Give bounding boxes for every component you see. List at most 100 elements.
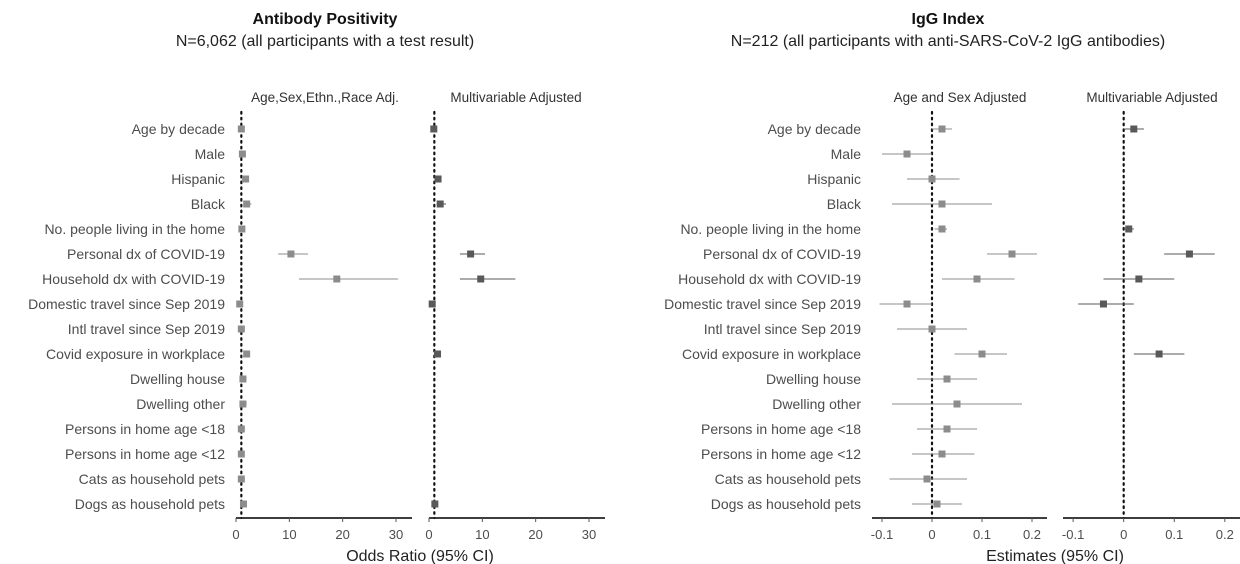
right-panel2-point-estimate bbox=[1125, 225, 1133, 233]
left-panel1-point-estimate bbox=[237, 475, 245, 483]
right-row-label: No. people living in the home bbox=[680, 221, 861, 237]
left-panel2-x-tick-label: 10 bbox=[475, 527, 489, 542]
right-panel2-point-estimate bbox=[1155, 350, 1163, 358]
left-panel2-x-tick-label: 20 bbox=[528, 527, 542, 542]
left-panel2-point-estimate bbox=[436, 200, 444, 208]
left-panel2-point-estimate bbox=[430, 125, 438, 133]
left-panel2-point-estimate bbox=[477, 275, 485, 283]
left-panel1-point-estimate bbox=[287, 250, 295, 258]
right-row-label: Dogs as household pets bbox=[711, 496, 861, 512]
right-panel1-x-tick-label: 0.1 bbox=[973, 527, 991, 542]
left-row-label: Household dx with COVID-19 bbox=[42, 271, 225, 287]
left-panel1-point-estimate bbox=[239, 375, 247, 383]
right-panel1-x-tick-label: -0.1 bbox=[871, 527, 893, 542]
left-row-label: Cats as household pets bbox=[79, 471, 225, 487]
right-row-label: Intl travel since Sep 2019 bbox=[704, 321, 861, 337]
left-panel1-label: Age,Sex,Ethn.,Race Adj. bbox=[251, 90, 399, 105]
right-panel1-point-estimate bbox=[903, 150, 911, 158]
left-row-label: Intl travel since Sep 2019 bbox=[68, 321, 225, 337]
right-row-label: Personal dx of COVID-19 bbox=[703, 246, 861, 262]
left-row-label: Persons in home age <12 bbox=[65, 446, 225, 462]
left-panel1-point-estimate bbox=[239, 400, 247, 408]
right-panel2-label: Multivariable Adjusted bbox=[1086, 90, 1217, 105]
right-panel1-point-estimate bbox=[928, 175, 936, 183]
left-panel2-point-estimate bbox=[434, 175, 442, 183]
right-panel1-x-tick-label: 0 bbox=[928, 527, 935, 542]
left-panel1-point-estimate bbox=[238, 225, 246, 233]
left-panel2-x-tick-label: 30 bbox=[582, 527, 596, 542]
right-row-label: Persons in home age <12 bbox=[701, 446, 861, 462]
right-panel1-label: Age and Sex Adjusted bbox=[894, 90, 1027, 105]
left-row-label: Domestic travel since Sep 2019 bbox=[28, 296, 225, 312]
right-panel2-point-estimate bbox=[1135, 275, 1143, 283]
right-panel1-point-estimate bbox=[933, 500, 941, 508]
right-panel2-x-tick-label: -0.1 bbox=[1062, 527, 1084, 542]
left-row-label: Dwelling house bbox=[130, 371, 225, 387]
left-row-label: Persons in home age <18 bbox=[65, 421, 225, 437]
right-row-label: Covid exposure in workplace bbox=[682, 346, 861, 362]
right-panel1-point-estimate bbox=[903, 300, 911, 308]
right-panel2-point-estimate bbox=[1099, 300, 1107, 308]
right-row-label: Household dx with COVID-19 bbox=[678, 271, 861, 287]
right-panel2-x-tick-label: 0.2 bbox=[1216, 527, 1234, 542]
left-x-axis-label: Odds Ratio (95% CI) bbox=[346, 548, 494, 564]
right-panel1-point-estimate bbox=[938, 125, 946, 133]
left-panel1-point-estimate bbox=[242, 175, 250, 183]
right-panel1-point-estimate bbox=[953, 400, 961, 408]
left-panel1-point-estimate bbox=[238, 150, 246, 158]
right-panel1-point-estimate bbox=[938, 225, 946, 233]
right-row-label: Cats as household pets bbox=[715, 471, 861, 487]
left-panel1-point-estimate bbox=[237, 125, 245, 133]
right-panel1-point-estimate bbox=[938, 200, 946, 208]
left-panel2-point-estimate bbox=[434, 350, 442, 358]
left-panel1-point-estimate bbox=[239, 500, 247, 508]
left-panel1-point-estimate bbox=[333, 275, 341, 283]
right-row-label: Black bbox=[827, 196, 862, 212]
right-panel1-point-estimate bbox=[928, 325, 936, 333]
left-panel1-point-estimate bbox=[237, 425, 245, 433]
right-panel1-x-tick-label: 0.2 bbox=[1023, 527, 1041, 542]
left-chart-subtitle: N=6,062 (all participants with a test re… bbox=[176, 33, 474, 50]
left-row-label: Personal dx of COVID-19 bbox=[67, 246, 225, 262]
right-panel1-point-estimate bbox=[943, 425, 951, 433]
left-row-label: Covid exposure in workplace bbox=[46, 346, 225, 362]
right-panel1-point-estimate bbox=[1008, 250, 1016, 258]
left-panel2-point-estimate bbox=[467, 250, 475, 258]
right-row-label: Dwelling house bbox=[766, 371, 861, 387]
left-panel2-label: Multivariable Adjusted bbox=[450, 90, 581, 105]
right-panel2-point-estimate bbox=[1130, 125, 1138, 133]
right-row-label: Persons in home age <18 bbox=[701, 421, 861, 437]
left-panel2-point-estimate bbox=[431, 500, 439, 508]
left-panel1-point-estimate bbox=[236, 300, 244, 308]
right-row-label: Hispanic bbox=[807, 171, 861, 187]
left-panel1-point-estimate bbox=[243, 350, 251, 358]
right-row-label: Dwelling other bbox=[772, 396, 861, 412]
left-panel1-x-tick-label: 0 bbox=[232, 527, 239, 542]
left-panel1-point-estimate bbox=[237, 450, 245, 458]
right-panel1-point-estimate bbox=[973, 275, 981, 283]
right-panel1-point-estimate bbox=[938, 450, 946, 458]
right-chart-title: IgG Index bbox=[912, 11, 985, 28]
left-row-label: No. people living in the home bbox=[44, 221, 225, 237]
right-panel1-point-estimate bbox=[943, 375, 951, 383]
right-row-label: Domestic travel since Sep 2019 bbox=[664, 296, 861, 312]
left-row-label: Male bbox=[195, 146, 226, 162]
left-panel1-point-estimate bbox=[237, 325, 245, 333]
left-panel1-x-tick-label: 30 bbox=[389, 527, 403, 542]
left-row-label: Hispanic bbox=[171, 171, 225, 187]
right-x-axis-label: Estimates (95% CI) bbox=[986, 548, 1124, 564]
right-panel2-point-estimate bbox=[1185, 250, 1193, 258]
right-chart-subtitle: N=212 (all participants with anti-SARS-C… bbox=[731, 33, 1165, 50]
left-row-label: Dwelling other bbox=[136, 396, 225, 412]
left-row-label: Black bbox=[191, 196, 226, 212]
left-row-label: Dogs as household pets bbox=[75, 496, 225, 512]
left-chart-title: Antibody Positivity bbox=[253, 11, 398, 28]
right-panel2-x-tick-label: 0.1 bbox=[1165, 527, 1183, 542]
right-row-label: Age by decade bbox=[768, 121, 862, 137]
left-panel1-x-tick-label: 20 bbox=[335, 527, 349, 542]
right-panel1-point-estimate bbox=[978, 350, 986, 358]
left-panel2-x-tick-label: 0 bbox=[425, 527, 432, 542]
right-panel2-x-tick-label: 0 bbox=[1120, 527, 1127, 542]
right-panel1-point-estimate bbox=[923, 475, 931, 483]
